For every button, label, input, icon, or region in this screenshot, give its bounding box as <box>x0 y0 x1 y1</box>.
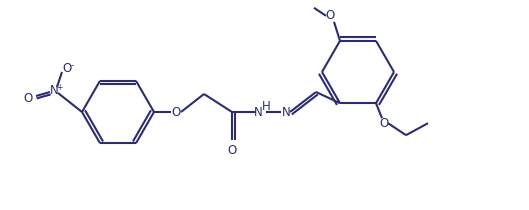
Text: +: + <box>56 83 62 92</box>
Text: O: O <box>171 105 180 118</box>
Text: O: O <box>227 143 236 156</box>
Text: N: N <box>50 84 58 97</box>
Text: H: H <box>262 101 270 113</box>
Text: O: O <box>62 63 71 76</box>
Text: N: N <box>281 105 290 118</box>
Text: N: N <box>253 105 262 118</box>
Text: -: - <box>70 62 74 71</box>
Text: O: O <box>325 9 335 22</box>
Text: O: O <box>23 92 33 105</box>
Text: O: O <box>379 117 389 130</box>
